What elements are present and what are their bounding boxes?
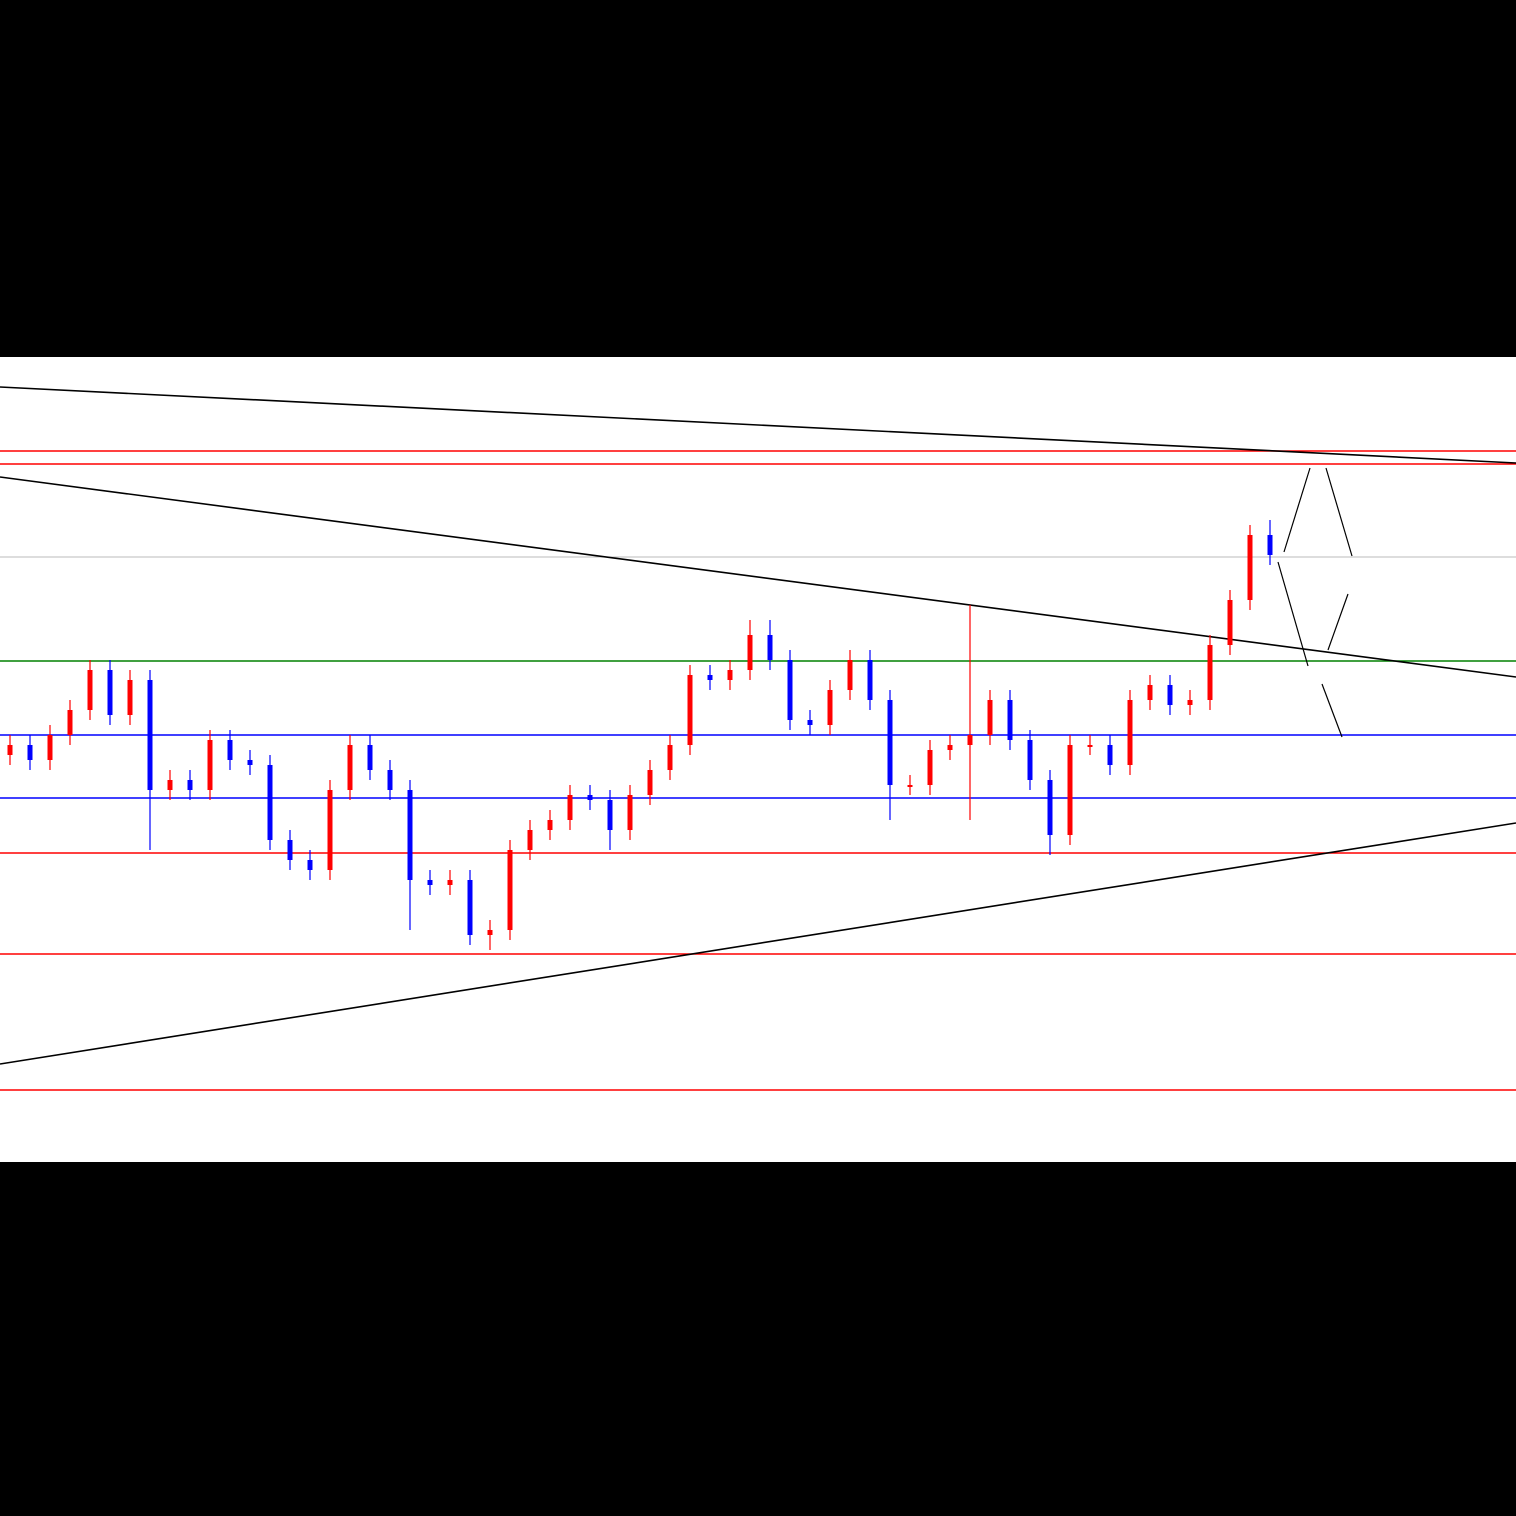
candle-body: [927, 750, 933, 785]
candle-body: [527, 830, 533, 850]
projection-arrow: [1283, 467, 1311, 553]
candle-body: [367, 745, 373, 770]
levels: [0, 386, 1516, 1091]
candle-body: [1127, 700, 1133, 765]
candle-body: [287, 840, 293, 860]
candle-body: [187, 780, 193, 790]
candle-body: [1247, 535, 1253, 600]
candle-body: [67, 710, 73, 735]
projection: [1277, 467, 1353, 738]
candle-body: [147, 680, 153, 790]
candle-body: [587, 795, 593, 800]
candle-body: [267, 765, 273, 840]
candle-body: [827, 690, 833, 725]
projection-arrow: [1321, 683, 1343, 738]
candle-body: [407, 790, 413, 880]
candle-body: [227, 740, 233, 760]
candle-body: [747, 635, 753, 670]
candle-body: [507, 850, 513, 930]
candle-body: [447, 880, 453, 885]
candle-body: [1027, 740, 1033, 780]
candle-body: [567, 795, 573, 820]
projection-arrow: [1325, 467, 1353, 557]
candle-body: [807, 720, 813, 725]
candle-body: [467, 880, 473, 935]
candle-body: [867, 660, 873, 700]
candle-body: [1147, 685, 1153, 700]
candle-body: [427, 880, 433, 885]
candle-body: [1187, 700, 1193, 705]
candle-body: [1267, 535, 1273, 555]
trend-line: [0, 476, 1516, 678]
candle-body: [27, 745, 33, 760]
candle-body: [47, 735, 53, 760]
candle-body: [107, 670, 113, 715]
candle-body: [1207, 645, 1213, 700]
candle-body: [487, 930, 493, 935]
candle-body: [1227, 600, 1233, 645]
trend-line: [0, 822, 1516, 1065]
candle-body: [607, 800, 613, 830]
candles: [7, 520, 1273, 950]
candle-body: [307, 860, 313, 870]
candle-body: [247, 760, 253, 765]
candle-body: [787, 660, 793, 720]
candle-body: [767, 635, 773, 660]
candle-body: [1107, 745, 1113, 765]
candle-body: [387, 770, 393, 790]
trend-line: [0, 386, 1516, 464]
candle-body: [667, 745, 673, 770]
candle-body: [847, 660, 853, 690]
candle-body: [7, 745, 13, 755]
projection-arrow: [1277, 561, 1309, 667]
candle-body: [1087, 745, 1093, 747]
candle-body: [1007, 700, 1013, 740]
candle-body: [687, 675, 693, 745]
candle-body: [967, 735, 973, 745]
candle-body: [167, 780, 173, 790]
candle-body: [907, 785, 913, 787]
projection-arrow: [1327, 593, 1349, 651]
candle-body: [707, 675, 713, 680]
candle-body: [87, 670, 93, 710]
candle-body: [547, 820, 553, 830]
candle-body: [987, 700, 993, 735]
candle-body: [947, 745, 953, 750]
candle-body: [207, 740, 213, 790]
candle-body: [727, 670, 733, 680]
candle-body: [1047, 780, 1053, 835]
candle-body: [347, 745, 353, 790]
candle-body: [327, 790, 333, 870]
candle-body: [1067, 745, 1073, 835]
candle-body: [1167, 685, 1173, 705]
candle-body: [127, 680, 133, 715]
candle-body: [627, 795, 633, 830]
candle-body: [647, 770, 653, 795]
candle-body: [887, 700, 893, 785]
plot-area: [0, 357, 1516, 1162]
